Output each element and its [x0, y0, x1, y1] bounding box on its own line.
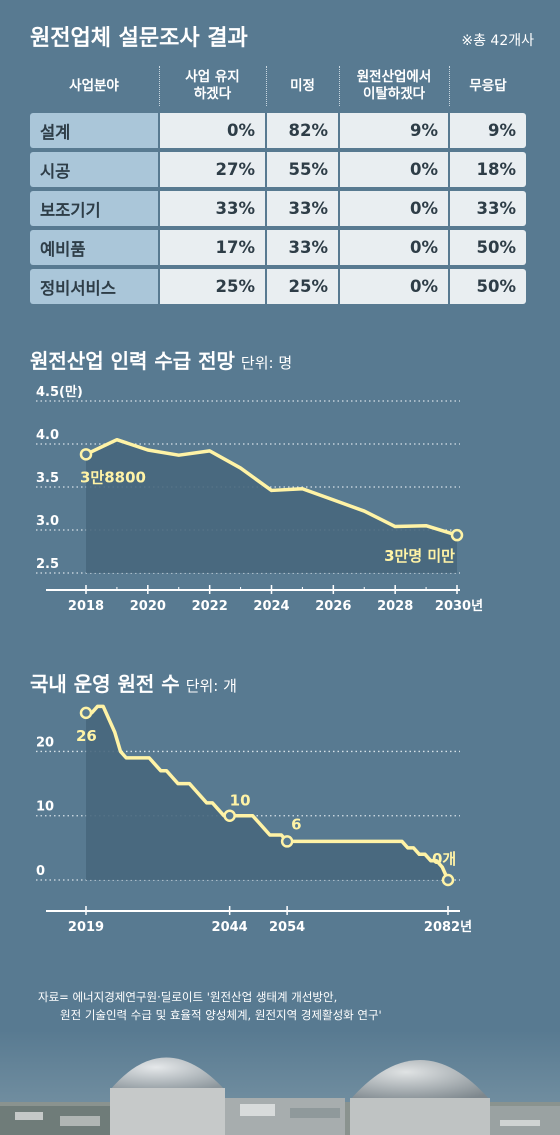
- row-label: 시공: [30, 152, 158, 187]
- data-point-marker: [79, 706, 93, 720]
- workforce-unit: 단위: 명: [240, 354, 293, 372]
- row-label: 예비품: [30, 230, 158, 265]
- table-cell: 33%: [267, 191, 338, 226]
- table-cell: 82%: [267, 113, 338, 148]
- table-row: 예비품 17% 33% 0% 50%: [30, 230, 526, 265]
- y-tick-label: 20: [36, 735, 54, 750]
- table-row: 보조기기 33% 33% 0% 33%: [30, 191, 526, 226]
- x-tick-label: 2024: [253, 599, 289, 614]
- plants-chart-title: 국내 운영 원전 수 단위: 개: [30, 668, 237, 697]
- table-cell: 33%: [160, 191, 265, 226]
- plants-unit: 단위: 개: [185, 677, 237, 695]
- x-tick-label: 2022: [192, 599, 228, 614]
- workforce-chart: 2.5 3.0 3.5 4.0 4.5(만) 2018 2020 2022 2024 2026 20…: [36, 384, 483, 614]
- area-fill: [86, 706, 448, 880]
- y-tick-label: 4.5(만): [36, 384, 83, 400]
- survey-table-header: 사업분야 사업 유지 하겠다 미정 원전산업에서 이탈하겠다 무응답: [30, 62, 526, 110]
- x-tick-label: 2030년: [435, 599, 483, 614]
- x-tick-label: 2020: [130, 599, 166, 614]
- x-tick-label: 2054: [269, 920, 305, 935]
- data-point-marker: [441, 873, 455, 887]
- survey-title: 원전업체 설문조사 결과: [30, 26, 248, 51]
- data-point-marker: [79, 448, 93, 461]
- x-tick-label: 2026: [315, 599, 351, 614]
- area-fill: [86, 439, 457, 573]
- data-label: 3만8800: [80, 468, 146, 486]
- table-header-0: 사업분야: [69, 77, 119, 94]
- header-separator: [159, 66, 160, 106]
- table-cell: 0%: [340, 230, 448, 265]
- data-point-marker: [280, 835, 294, 848]
- plants-title: 국내 운영 원전 수: [30, 672, 180, 696]
- source-note: 자료= 에너지경제연구원·딜로이트 '원전산업 생태계 개선방안, 원전 기술인…: [38, 988, 382, 1024]
- row-label: 보조기기: [30, 191, 158, 226]
- table-row: 정비서비스 25% 25% 0% 50%: [30, 269, 526, 304]
- table-cell: 0%: [160, 113, 265, 148]
- source-line-1: 자료= 에너지경제연구원·딜로이트 '원전산업 생태계 개선방안,: [38, 990, 338, 1004]
- data-label: 10: [230, 792, 251, 810]
- y-tick-label: 2.5: [36, 557, 59, 572]
- header-separator: [266, 66, 267, 106]
- table-cell: 27%: [160, 152, 265, 187]
- y-tick-label: 4.0: [36, 428, 59, 443]
- table-header-4: 무응답: [469, 77, 507, 94]
- table-cell: 50%: [450, 230, 526, 265]
- table-cell: 25%: [267, 269, 338, 304]
- table-cell: 9%: [340, 113, 448, 148]
- y-tick-label: 10: [36, 800, 54, 815]
- table-cell: 0%: [340, 191, 448, 226]
- table-cell: 33%: [450, 191, 526, 226]
- row-label: 정비서비스: [30, 269, 158, 304]
- table-header-3: 원전산업에서 이탈하겠다: [356, 69, 432, 102]
- data-label: 3만명 미만: [384, 547, 455, 565]
- header-separator: [449, 66, 450, 106]
- table-cell: 50%: [450, 269, 526, 304]
- data-label: 26: [76, 727, 97, 745]
- x-tick-label: 2018: [68, 599, 104, 614]
- table-cell: 25%: [160, 269, 265, 304]
- y-tick-label: 0: [36, 864, 45, 879]
- workforce-chart-title: 원전산업 인력 수급 전망 단위: 명: [30, 345, 292, 374]
- y-tick-label: 3.5: [36, 471, 59, 486]
- y-tick-label: 3.0: [36, 514, 59, 529]
- power-plant-photo: [0, 1030, 560, 1135]
- table-cell: 18%: [450, 152, 526, 187]
- x-tick-label: 2082년: [424, 920, 472, 935]
- table-cell: 0%: [340, 152, 448, 187]
- x-tick-label: 2044: [212, 920, 248, 935]
- data-label: 6: [291, 815, 301, 833]
- x-tick-label: 2028: [377, 599, 413, 614]
- table-header-2: 미정: [290, 77, 315, 94]
- series-line: [86, 704, 450, 881]
- workforce-title: 원전산업 인력 수급 전망: [30, 349, 235, 373]
- table-row: 시공 27% 55% 0% 18%: [30, 152, 526, 187]
- data-point-marker: [450, 528, 464, 542]
- row-label: 설계: [30, 113, 158, 148]
- table-cell: 0%: [340, 269, 448, 304]
- source-line-2: 원전 기술인력 수급 및 효율적 양성체계, 원전지역 경제활성화 연구': [60, 1008, 382, 1022]
- plants-chart: 0 10 20 2019 2044 2054 2082년 26 10 6 0개: [36, 704, 472, 935]
- table-cell: 17%: [160, 230, 265, 265]
- x-tick-label: 2019: [68, 920, 104, 935]
- table-cell: 9%: [450, 113, 526, 148]
- table-cell: 55%: [267, 152, 338, 187]
- table-cell: 33%: [267, 230, 338, 265]
- survey-note: ※총 42개사: [461, 33, 534, 49]
- table-header-1: 사업 유지 하겠다: [185, 69, 240, 102]
- series-line: [85, 437, 458, 537]
- data-label: 0개: [432, 850, 456, 868]
- data-point-marker: [223, 809, 236, 822]
- header-separator: [339, 66, 340, 106]
- table-row: 설계 0% 82% 9% 9%: [30, 113, 526, 148]
